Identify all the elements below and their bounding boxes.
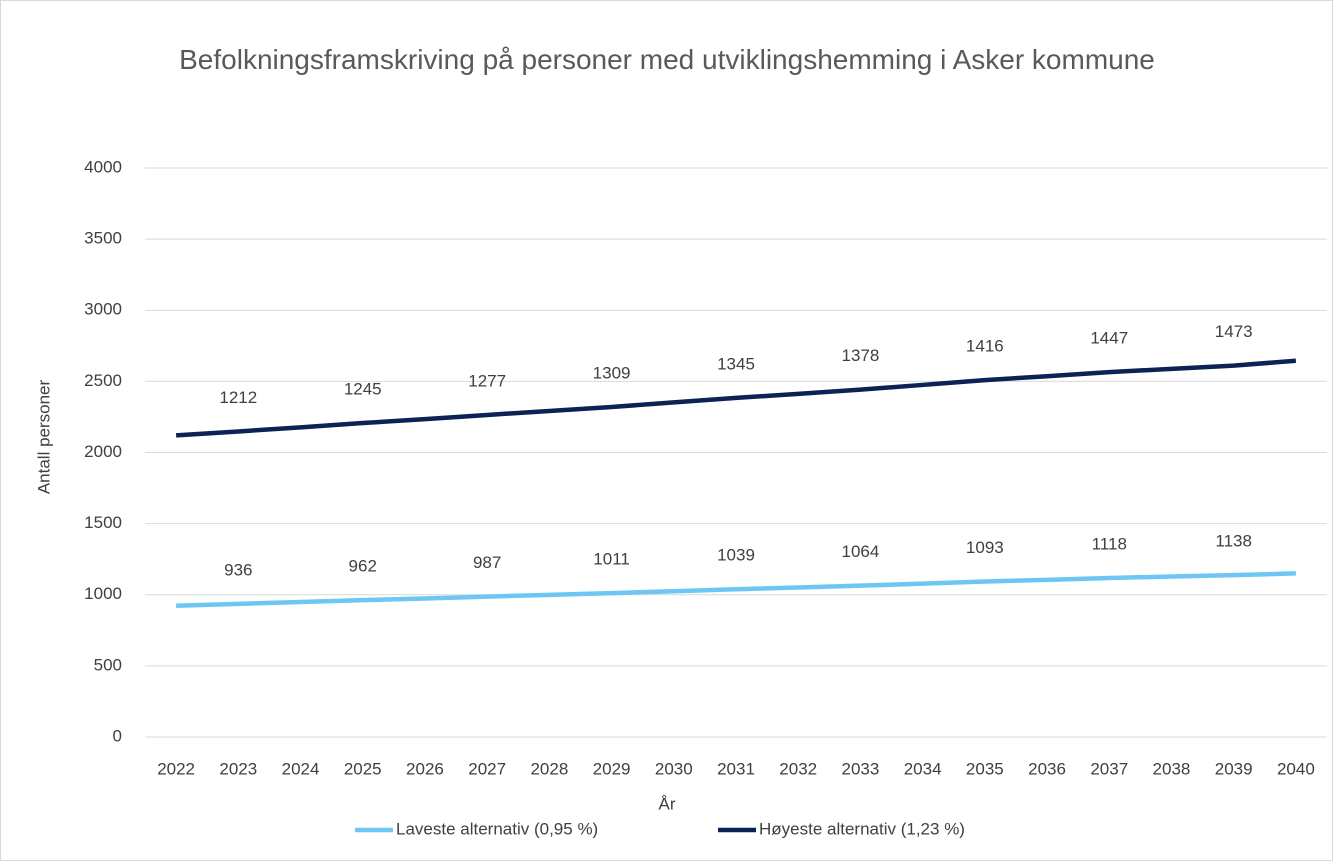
x-tick-label: 2026 <box>406 759 444 778</box>
data-label: 1447 <box>1090 329 1128 348</box>
data-label: 987 <box>473 553 501 572</box>
y-tick-label: 500 <box>94 655 122 674</box>
series-line <box>176 571 1296 608</box>
y-tick-label: 4000 <box>84 157 122 176</box>
data-label: 1416 <box>966 337 1004 356</box>
x-tick-label: 2035 <box>966 759 1004 778</box>
y-tick-label: 1500 <box>84 513 122 532</box>
data-label: 1064 <box>842 542 880 561</box>
y-tick-label: 3000 <box>84 300 122 319</box>
chart-title: Befolkningsframskriving på personer med … <box>179 44 1155 75</box>
x-tick-label: 2024 <box>282 759 320 778</box>
data-label: 1309 <box>593 363 631 382</box>
x-tick-label: 2032 <box>779 759 817 778</box>
data-label: 1245 <box>344 380 382 399</box>
x-tick-label: 2023 <box>219 759 257 778</box>
data-label: 1345 <box>717 354 755 373</box>
x-tick-label: 2040 <box>1277 759 1315 778</box>
x-tick-label: 2038 <box>1153 759 1191 778</box>
x-tick-label: 2029 <box>593 759 631 778</box>
x-tick-label: 2036 <box>1028 759 1066 778</box>
x-tick-label: 2030 <box>655 759 693 778</box>
data-label: 1138 <box>1215 532 1252 551</box>
data-label: 1011 <box>593 550 630 569</box>
y-tick-label: 3500 <box>84 229 122 248</box>
x-tick-label: 2037 <box>1090 759 1128 778</box>
y-tick-label: 1000 <box>84 584 122 603</box>
x-tick-label: 2034 <box>904 759 942 778</box>
data-label: 1039 <box>717 546 755 565</box>
x-tick-label: 2028 <box>530 759 568 778</box>
y-tick-label: 2500 <box>84 371 122 390</box>
x-tick-label: 2022 <box>157 759 195 778</box>
x-tick-label: 2033 <box>842 759 880 778</box>
data-label: 1118 <box>1092 534 1127 553</box>
x-axis-label: År <box>659 794 676 813</box>
legend-label: Høyeste alternativ (1,23 %) <box>759 819 965 838</box>
x-tick-label: 2025 <box>344 759 382 778</box>
x-tick-label: 2039 <box>1215 759 1253 778</box>
data-label: 1378 <box>842 346 880 365</box>
x-tick-label: 2027 <box>468 759 506 778</box>
x-tick-label: 2031 <box>717 759 755 778</box>
legend-label: Laveste alternativ (0,95 %) <box>396 819 598 838</box>
y-tick-label: 2000 <box>84 442 122 461</box>
y-axis-label: Antall personer <box>34 379 53 494</box>
y-tick-label: 0 <box>113 726 122 745</box>
data-label: 1473 <box>1215 322 1253 341</box>
data-label: 936 <box>224 560 252 579</box>
data-label: 962 <box>349 557 377 576</box>
data-label: 1277 <box>468 371 506 390</box>
series-line <box>175 358 1297 438</box>
data-label: 1212 <box>219 388 257 407</box>
data-label: 1093 <box>966 538 1004 557</box>
